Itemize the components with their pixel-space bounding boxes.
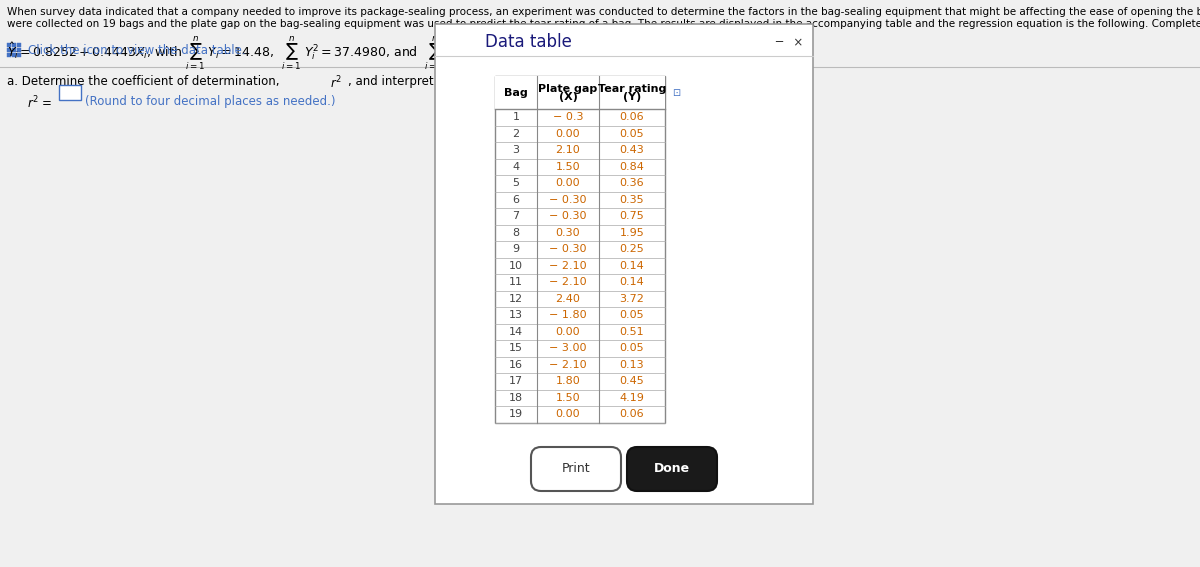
- Text: 12: 12: [509, 294, 523, 304]
- Text: $\hat{Y}_i = 0.8252 + 0.4443X_i$, with $\sum_{i=1}^{n}$ $Y_i = 14.48$,  $\sum_{i: $\hat{Y}_i = 0.8252 + 0.4443X_i$, with $…: [7, 34, 522, 72]
- Text: (Y): (Y): [623, 92, 641, 103]
- Text: (Round to four decimal places as needed.): (Round to four decimal places as needed.…: [85, 95, 336, 108]
- Text: (X): (X): [558, 92, 577, 103]
- Text: $r^2$: $r^2$: [330, 75, 342, 92]
- Text: Tear rating: Tear rating: [598, 83, 666, 94]
- Text: 0.35: 0.35: [619, 194, 644, 205]
- Text: 9: 9: [512, 244, 520, 254]
- Text: 4: 4: [512, 162, 520, 172]
- Text: 6: 6: [512, 194, 520, 205]
- Text: 0.51: 0.51: [619, 327, 644, 337]
- Text: 0.25: 0.25: [619, 244, 644, 254]
- Bar: [17, 48, 22, 52]
- Text: were collected on 19 bags and the plate gap on the bag-sealing equipment was use: were collected on 19 bags and the plate …: [7, 19, 1200, 29]
- Text: Done: Done: [654, 463, 690, 476]
- Text: 11: 11: [509, 277, 523, 287]
- Text: − 2.10: − 2.10: [550, 277, 587, 287]
- Text: 0.14: 0.14: [619, 277, 644, 287]
- Text: 14: 14: [509, 327, 523, 337]
- Text: − 0.3: − 0.3: [553, 112, 583, 122]
- Text: − 1.80: − 1.80: [550, 310, 587, 320]
- Text: Click the icon to view the data table.: Click the icon to view the data table.: [28, 44, 246, 57]
- Text: , and interpret its meaning.: , and interpret its meaning.: [348, 75, 511, 88]
- Text: 0.30: 0.30: [556, 228, 581, 238]
- Text: 0.13: 0.13: [619, 359, 644, 370]
- Text: 16: 16: [509, 359, 523, 370]
- FancyBboxPatch shape: [436, 24, 814, 504]
- Bar: [12, 43, 16, 47]
- Text: 1.50: 1.50: [556, 393, 581, 403]
- Text: 19: 19: [509, 409, 523, 419]
- Text: 0.43: 0.43: [619, 145, 644, 155]
- Text: 0.05: 0.05: [619, 310, 644, 320]
- Text: 0.05: 0.05: [619, 129, 644, 139]
- Text: 18: 18: [509, 393, 523, 403]
- Text: 10: 10: [509, 261, 523, 271]
- Text: 1.95: 1.95: [619, 228, 644, 238]
- FancyBboxPatch shape: [628, 447, 718, 491]
- Text: − 2.10: − 2.10: [550, 359, 587, 370]
- Text: Data table: Data table: [485, 33, 572, 51]
- Text: 2: 2: [512, 129, 520, 139]
- Text: a. Determine the coefficient of determination,: a. Determine the coefficient of determin…: [7, 75, 283, 88]
- Text: 1.80: 1.80: [556, 376, 581, 386]
- Text: 0.05: 0.05: [619, 343, 644, 353]
- Bar: [17, 53, 22, 57]
- Text: 0.00: 0.00: [556, 409, 581, 419]
- Text: 15: 15: [509, 343, 523, 353]
- Text: 0.00: 0.00: [556, 129, 581, 139]
- Text: 1.50: 1.50: [556, 162, 581, 172]
- Bar: [17, 43, 22, 47]
- FancyBboxPatch shape: [530, 447, 622, 491]
- Text: $r^2$ =: $r^2$ =: [28, 95, 53, 112]
- Text: 8: 8: [512, 228, 520, 238]
- Text: 17: 17: [509, 376, 523, 386]
- FancyBboxPatch shape: [59, 85, 82, 100]
- Text: Bag: Bag: [504, 87, 528, 98]
- Text: − 2.10: − 2.10: [550, 261, 587, 271]
- Bar: [7, 53, 11, 57]
- Bar: [7, 48, 11, 52]
- Text: 0.14: 0.14: [619, 261, 644, 271]
- Text: 0.00: 0.00: [556, 178, 581, 188]
- Text: 5: 5: [512, 178, 520, 188]
- Bar: [12, 53, 16, 57]
- Text: 0.45: 0.45: [619, 376, 644, 386]
- Text: − 0.30: − 0.30: [550, 244, 587, 254]
- Text: 7: 7: [512, 211, 520, 221]
- Text: 2.40: 2.40: [556, 294, 581, 304]
- Text: 0.06: 0.06: [619, 112, 644, 122]
- Text: 0.06: 0.06: [619, 409, 644, 419]
- Text: 0.36: 0.36: [619, 178, 644, 188]
- Bar: [496, 76, 665, 109]
- Text: − 0.30: − 0.30: [550, 194, 587, 205]
- Text: 4.19: 4.19: [619, 393, 644, 403]
- Text: 13: 13: [509, 310, 523, 320]
- Text: 0.84: 0.84: [619, 162, 644, 172]
- Text: ─   ×: ─ ×: [775, 36, 803, 49]
- Text: 3: 3: [512, 145, 520, 155]
- Text: − 0.30: − 0.30: [550, 211, 587, 221]
- Text: When survey data indicated that a company needed to improve its package-sealing : When survey data indicated that a compan…: [7, 7, 1200, 17]
- Text: 0.00: 0.00: [556, 327, 581, 337]
- Bar: [12, 48, 16, 52]
- Text: 3.72: 3.72: [619, 294, 644, 304]
- Bar: [7, 43, 11, 47]
- Bar: [496, 76, 665, 422]
- Text: Plate gap: Plate gap: [539, 83, 598, 94]
- Text: ⊡: ⊡: [672, 87, 680, 98]
- Text: 0.75: 0.75: [619, 211, 644, 221]
- Text: − 3.00: − 3.00: [550, 343, 587, 353]
- Text: 1: 1: [512, 112, 520, 122]
- Text: Print: Print: [562, 463, 590, 476]
- Text: 2.10: 2.10: [556, 145, 581, 155]
